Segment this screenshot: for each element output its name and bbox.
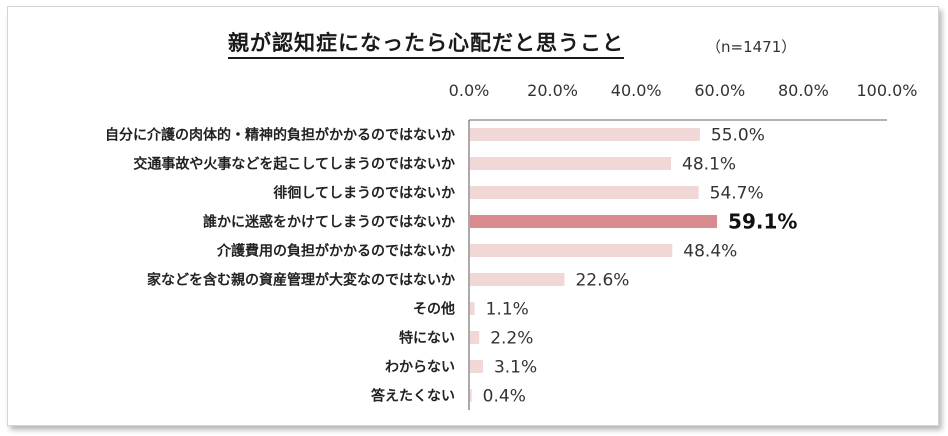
bar-value-label: 2.2% (490, 329, 533, 349)
bar (470, 215, 718, 228)
x-axis-ticks: 0.0% 20.0% 40.0% 60.0% 80.0% 100.0% (449, 81, 918, 100)
bar (470, 360, 483, 373)
x-tick-label: 0.0% (449, 81, 490, 100)
x-tick-label: 60.0% (694, 81, 745, 100)
bar-value-label: 48.1% (682, 155, 736, 175)
category-label: 自分に介護の肉体的・精神的負担がかかるのではないか (105, 127, 455, 144)
category-label: 家などを含む親の資産管理が大変なのではないか (147, 272, 455, 289)
bar-value-label: 59.1% (728, 210, 797, 234)
category-label: その他 (413, 301, 455, 318)
x-tick-label: 100.0% (856, 81, 917, 100)
bar-value-label: 54.7% (710, 184, 764, 204)
bar (470, 186, 699, 199)
sample-size-label: （n=1471） (706, 38, 797, 56)
x-tick-label: 20.0% (527, 81, 578, 100)
category-label: 答えたくない (371, 388, 455, 405)
chart-title: 親が認知症になったら心配だと思うこと (228, 30, 624, 59)
bar (470, 244, 673, 257)
category-label: 徘徊してしまうのではないか (273, 185, 455, 202)
bar (470, 273, 565, 286)
bar-value-label: 55.0% (711, 126, 765, 146)
bar-value-label: 3.1% (494, 358, 537, 378)
bar (470, 157, 672, 170)
category-label: 介護費用の負担がかかるのではないか (216, 243, 455, 260)
bar-series: 自分に介護の肉体的・精神的負担がかかるのではないか 55.0% 交通事故や火事などを… (105, 126, 797, 407)
category-label: わからない (385, 360, 455, 376)
bar (470, 128, 700, 141)
category-label: 誰かに迷惑をかけてしまうのではないか (203, 214, 455, 231)
x-tick-label: 80.0% (778, 81, 829, 100)
bar (470, 331, 480, 344)
bar (470, 302, 475, 315)
bar (470, 389, 472, 402)
bar-value-label: 22.6% (575, 271, 629, 291)
x-tick-label: 40.0% (611, 81, 662, 100)
bar-value-label: 1.1% (486, 300, 529, 320)
category-label: 特にない (399, 330, 455, 347)
bar-value-label: 0.4% (483, 387, 526, 407)
bar-value-label: 48.4% (683, 242, 737, 262)
category-label: 交通事故や火事などを起こしてしまうのではないか (133, 156, 455, 173)
